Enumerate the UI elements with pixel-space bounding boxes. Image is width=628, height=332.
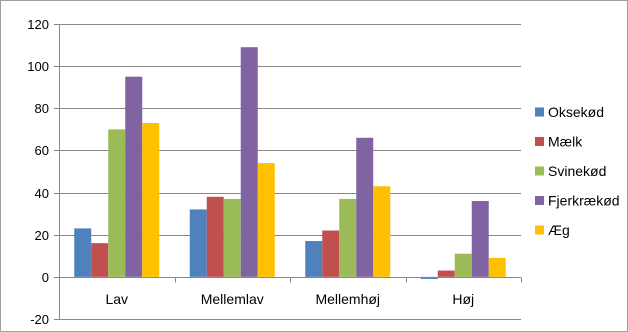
x-axis [59,277,522,283]
legend-item: Æg [535,222,570,238]
legend: Oksekød Mælk Svinekød Fjerkrækød Æg [535,104,620,238]
legend-swatch [535,225,544,235]
bar [223,198,241,277]
category-label: Lav [105,291,128,307]
bar [471,201,489,277]
legend-swatch [535,196,544,205]
bar [339,198,357,277]
legend-item: Mælk [535,134,583,150]
category-label: Høj [452,291,474,307]
category-label: Mellemhøj [315,291,380,307]
legend-item: Fjerkrækød [535,193,620,209]
bar [454,253,472,277]
bar [373,186,391,277]
y-tick-label: 60 [35,143,49,158]
legend-item: Oksekød [535,104,604,120]
legend-label: Mælk [548,134,583,150]
bar [305,241,323,277]
legend-label: Svinekød [548,163,606,179]
bar [437,270,455,277]
y-tick-label: 0 [42,270,49,285]
legend-swatch [535,166,544,176]
bar [240,47,258,277]
y-tick-label: 120 [27,17,49,32]
y-tick-label: -20 [30,312,49,327]
bar [74,228,92,277]
bar [322,230,340,277]
bar [108,129,126,277]
legend-swatch [535,107,544,117]
bar [257,163,275,277]
bar [189,209,207,277]
bar [142,123,160,277]
category-labels: Lav Mellemlav Mellemhøj Høj [105,291,474,307]
bar [206,196,224,277]
legend-label: Æg [548,222,570,238]
bar [125,76,143,277]
y-tick-label: 80 [35,101,49,116]
bar [91,243,109,277]
legend-swatch [535,137,544,146]
legend-label: Fjerkrækød [548,193,620,209]
legend-label: Oksekød [548,104,604,120]
y-axis: -20 0 20 40 60 80 100 120 [27,17,60,327]
bars [74,47,506,279]
y-tick-label: 20 [35,228,49,243]
y-tick-label: 100 [27,59,49,74]
legend-item: Svinekød [535,163,606,179]
bar [356,137,374,277]
y-tick-label: 40 [35,186,49,201]
bar [488,257,506,277]
category-label: Mellemlav [201,291,264,307]
